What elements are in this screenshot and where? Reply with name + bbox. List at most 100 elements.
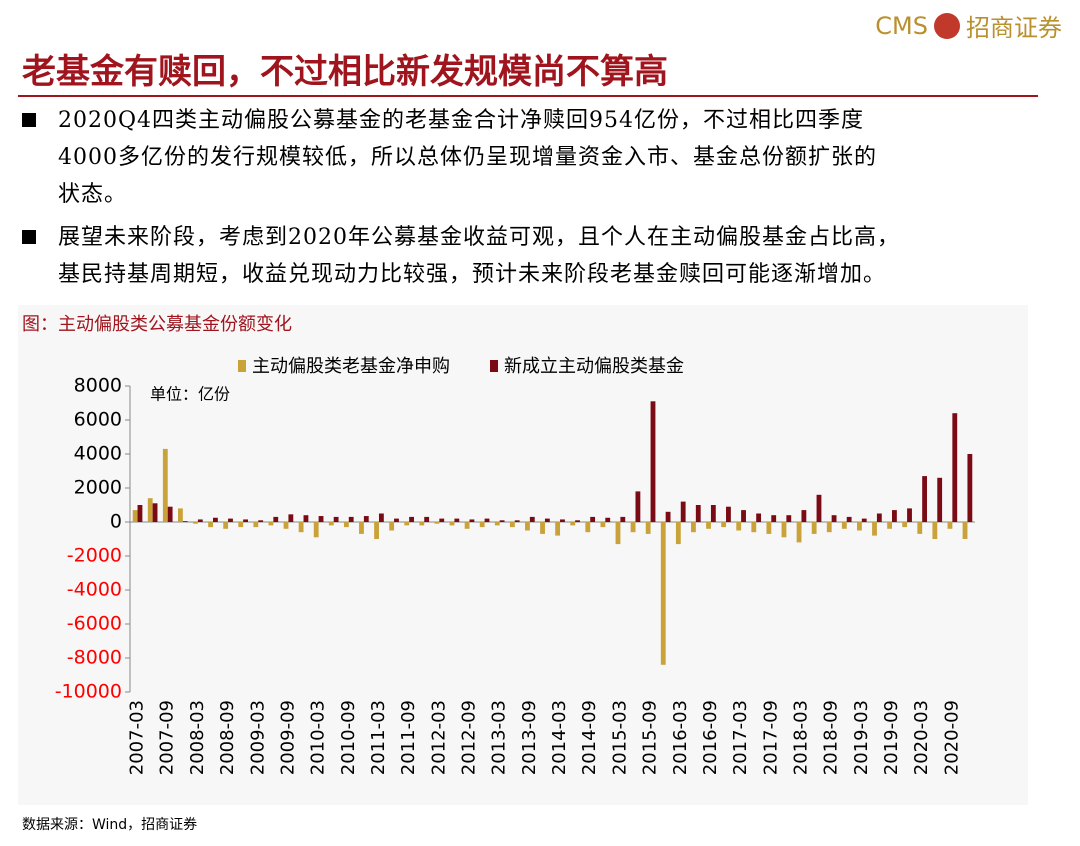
bar — [585, 522, 591, 533]
legend-label: 主动偏股类老基金净申购 — [252, 356, 450, 377]
x-tick-label: 2007-03 — [127, 700, 148, 775]
bar — [540, 522, 545, 534]
bullet: 展望未来阶段，考虑到2020年公募基金收益可观，且个人在主动偏股基金占比高， 基民… — [22, 219, 900, 293]
x-tick-label: 2007-09 — [157, 700, 178, 775]
bar — [454, 518, 460, 522]
bullet: 2020Q4四类主动偏股公募基金的老基金合计净赎回954亿份，不过相比四季度 40… — [22, 102, 900, 213]
bar — [857, 522, 862, 531]
bar — [902, 522, 908, 528]
bar — [318, 516, 324, 522]
bar — [937, 477, 943, 522]
bar — [706, 522, 711, 529]
bar — [751, 522, 757, 533]
x-tick-label: 2018-09 — [821, 700, 842, 775]
bar — [208, 522, 213, 528]
x-tick-label: 2016-09 — [700, 700, 721, 775]
bar — [841, 522, 847, 529]
y-tick-label: 4000 — [74, 443, 122, 465]
bullet-line: 状态。 — [58, 182, 128, 207]
x-tick-label: 2009-03 — [247, 700, 268, 775]
bar — [404, 522, 410, 526]
legend-swatch — [490, 360, 498, 372]
logo-text: CMS — [875, 11, 928, 40]
x-tick-label: 2019-03 — [851, 700, 872, 775]
bar — [419, 522, 425, 526]
chart: 图：主动偏股类公募基金份额变化 单位：亿份 主动偏股类老基金净申购 新成立主动偏股… — [22, 314, 975, 775]
x-tick-label: 2013-09 — [519, 700, 540, 775]
x-tick-label: 2013-03 — [489, 700, 510, 775]
bar — [182, 521, 188, 522]
bar — [374, 522, 379, 539]
bar — [665, 511, 671, 522]
bar — [892, 510, 897, 522]
y-tick-label: -4000 — [67, 579, 122, 601]
bar — [575, 520, 580, 522]
bullet-line: 基民持基周期短，收益兑现动力比较强，预计未来阶段老基金赎回可能逐渐增加。 — [58, 262, 887, 287]
bar — [177, 508, 183, 522]
bar — [288, 514, 294, 522]
bar — [600, 522, 606, 528]
bar — [298, 522, 304, 533]
y-tick-label: -8000 — [67, 647, 122, 669]
bar — [243, 519, 248, 522]
bar — [303, 515, 309, 522]
bar — [328, 522, 334, 526]
y-tick-label: 6000 — [74, 409, 122, 431]
legend-swatch — [238, 360, 246, 372]
bar — [212, 517, 218, 522]
bar — [781, 522, 787, 538]
bar — [675, 522, 681, 545]
bar — [811, 522, 817, 534]
bar — [258, 520, 264, 522]
bar — [846, 516, 852, 522]
bar — [872, 522, 877, 536]
bar — [378, 513, 384, 522]
bullet-marker — [22, 230, 36, 244]
x-tick-label: 2017-09 — [760, 700, 781, 775]
x-tick-label: 2008-03 — [187, 700, 208, 775]
bar — [514, 520, 520, 522]
bar — [313, 522, 319, 538]
title-rule — [18, 95, 1038, 97]
bar — [137, 505, 143, 522]
bar — [721, 522, 727, 528]
bullet-line: 展望未来阶段，考虑到2020年公募基金收益可观，且个人在主动偏股基金占比高， — [58, 225, 900, 250]
x-tick-label: 2010-09 — [338, 700, 359, 775]
x-tick-label: 2014-03 — [549, 700, 570, 775]
bar — [826, 522, 832, 533]
x-tick-label: 2020-09 — [941, 700, 962, 775]
y-tick-label: 0 — [110, 511, 122, 533]
slide-title: 老基金有赎回，不过相比新发规模尚不算高 — [22, 52, 668, 92]
bar — [152, 503, 158, 522]
x-tick-label: 2016-03 — [670, 700, 691, 775]
bar — [907, 508, 912, 522]
bar — [162, 448, 168, 522]
bar — [132, 510, 138, 522]
bar — [660, 522, 666, 665]
bar — [484, 518, 490, 522]
bar — [394, 518, 399, 522]
x-tick-label: 2017-03 — [730, 700, 751, 775]
bar — [167, 506, 173, 522]
bar — [509, 522, 515, 528]
bar — [796, 522, 802, 543]
bar — [389, 522, 395, 531]
x-tick-label: 2019-09 — [881, 700, 902, 775]
bar — [922, 476, 928, 522]
bar — [469, 519, 475, 522]
bullet-line: 4000多亿份的发行规模较低，所以总体仍呈现增量资金入市、基金总份额扩张的 — [58, 145, 877, 170]
chart-title: 图：主动偏股类公募基金份额变化 — [22, 314, 292, 335]
y-tick-label: -6000 — [67, 613, 122, 635]
bar — [147, 498, 153, 522]
y-tick-label: 2000 — [74, 477, 122, 499]
bar — [479, 522, 485, 528]
bar — [645, 522, 651, 534]
bar — [861, 518, 867, 522]
bar — [359, 522, 364, 534]
bar — [887, 522, 893, 529]
bar — [766, 522, 772, 534]
bar — [283, 522, 289, 529]
bar — [555, 522, 561, 536]
chart-box: 图：主动偏股类公募基金份额变化 单位：亿份 主动偏股类老基金净申购 新成立主动偏股… — [18, 305, 1028, 805]
bar — [876, 513, 882, 522]
